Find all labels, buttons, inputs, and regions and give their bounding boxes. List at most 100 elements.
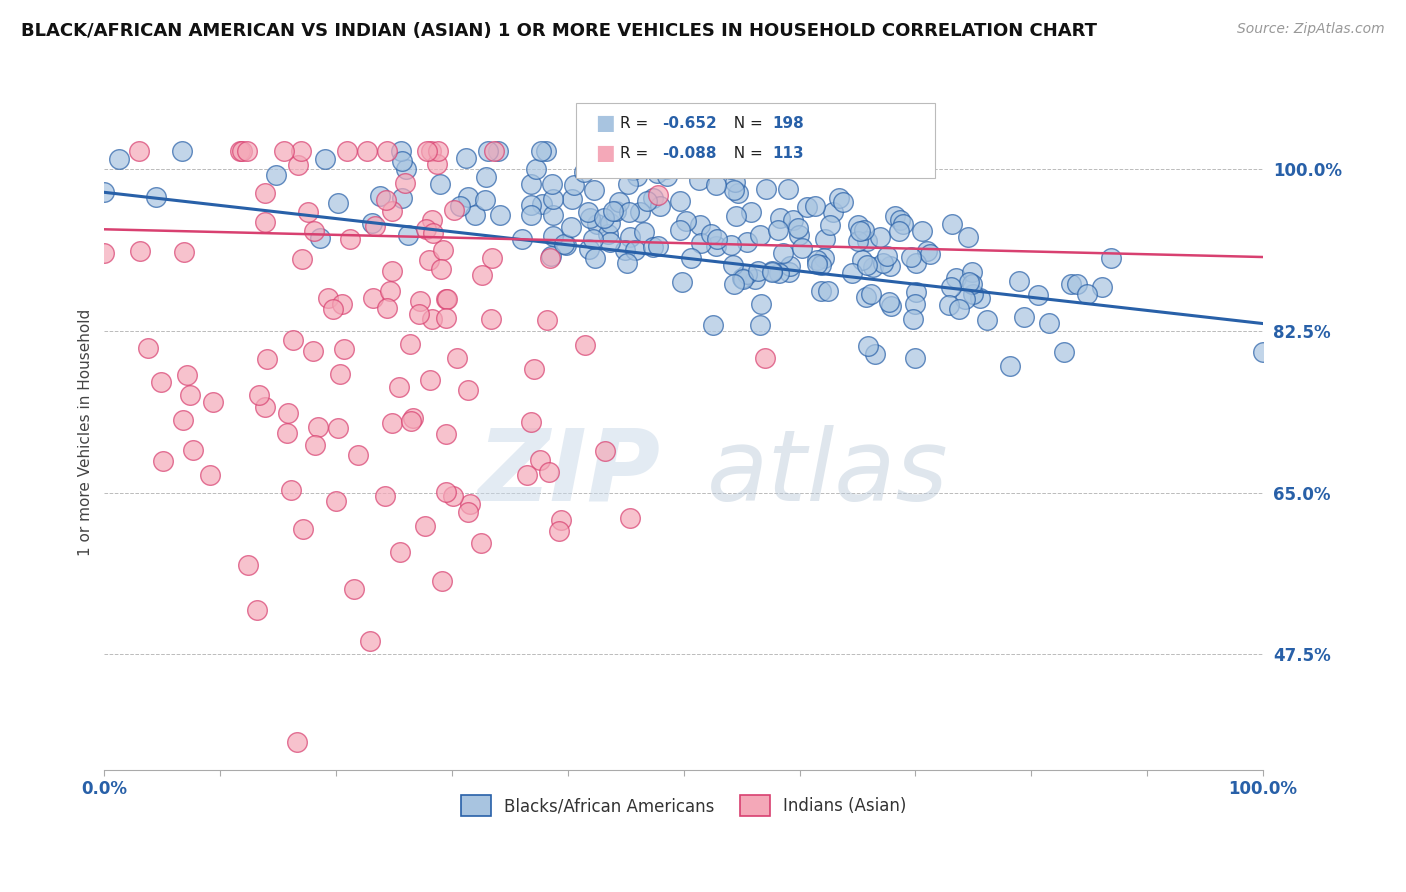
Point bbox=[796, 200, 818, 214]
Point bbox=[599, 235, 621, 250]
Point bbox=[420, 213, 443, 227]
Point bbox=[434, 485, 457, 500]
Point bbox=[307, 419, 329, 434]
Point bbox=[520, 208, 543, 222]
Point bbox=[706, 232, 728, 246]
Point bbox=[389, 144, 412, 158]
Point bbox=[904, 285, 927, 300]
Point bbox=[477, 144, 499, 158]
Point bbox=[454, 151, 477, 165]
Point bbox=[409, 293, 432, 308]
Point bbox=[769, 211, 792, 226]
Point bbox=[297, 204, 319, 219]
Point bbox=[464, 208, 486, 222]
Point bbox=[651, 147, 673, 161]
Point bbox=[651, 159, 673, 173]
Point bbox=[578, 242, 600, 256]
Point bbox=[359, 634, 381, 648]
Point bbox=[364, 219, 387, 233]
Point bbox=[612, 160, 634, 174]
Point bbox=[810, 258, 832, 272]
Point bbox=[562, 178, 585, 192]
Point bbox=[572, 165, 595, 179]
Point bbox=[583, 183, 606, 197]
Point bbox=[690, 236, 713, 251]
Point bbox=[852, 223, 875, 237]
Point bbox=[547, 524, 569, 538]
Point bbox=[889, 213, 911, 227]
Point bbox=[702, 318, 724, 332]
Point bbox=[183, 443, 205, 458]
Point bbox=[391, 191, 413, 205]
Point bbox=[768, 223, 790, 237]
Point bbox=[325, 494, 347, 508]
Point bbox=[434, 311, 457, 326]
Point bbox=[389, 545, 412, 559]
Point bbox=[846, 234, 869, 248]
Point bbox=[291, 522, 314, 536]
Point bbox=[749, 297, 772, 311]
Point bbox=[828, 191, 851, 205]
Point bbox=[266, 169, 288, 183]
Point bbox=[429, 177, 451, 191]
Point bbox=[856, 235, 879, 249]
Point bbox=[617, 205, 640, 219]
Point bbox=[273, 144, 295, 158]
Point bbox=[721, 258, 744, 272]
Point bbox=[761, 264, 783, 278]
Point bbox=[832, 195, 855, 210]
Point bbox=[879, 259, 901, 273]
Point bbox=[1066, 277, 1088, 291]
Point bbox=[748, 227, 770, 242]
Text: ■: ■ bbox=[595, 144, 614, 163]
Point bbox=[776, 144, 799, 158]
Point bbox=[361, 216, 384, 230]
Point bbox=[688, 172, 710, 186]
Point bbox=[419, 144, 441, 158]
Point bbox=[900, 250, 922, 264]
Point bbox=[93, 245, 115, 260]
Point bbox=[598, 227, 620, 241]
Point bbox=[869, 230, 891, 244]
Point bbox=[256, 352, 278, 367]
Point bbox=[368, 188, 391, 202]
Point bbox=[302, 224, 325, 238]
Point bbox=[748, 318, 770, 333]
Point bbox=[998, 359, 1021, 373]
Point bbox=[841, 266, 863, 280]
Point bbox=[543, 192, 565, 206]
Point bbox=[647, 238, 669, 252]
Point bbox=[1012, 310, 1035, 324]
Point bbox=[415, 221, 437, 235]
Text: 113: 113 bbox=[772, 146, 803, 161]
Point bbox=[1007, 274, 1029, 288]
Point bbox=[723, 277, 745, 292]
Point bbox=[1038, 316, 1060, 330]
Point bbox=[599, 216, 621, 230]
Text: 198: 198 bbox=[772, 116, 804, 130]
Text: -0.652: -0.652 bbox=[662, 116, 717, 130]
Point bbox=[827, 148, 849, 162]
Point bbox=[593, 444, 616, 458]
Point bbox=[520, 198, 543, 212]
Point bbox=[457, 190, 479, 204]
Point bbox=[538, 251, 561, 265]
Point bbox=[290, 144, 312, 158]
Point bbox=[415, 144, 437, 158]
Point bbox=[704, 178, 727, 192]
Text: BLACK/AFRICAN AMERICAN VS INDIAN (ASIAN) 1 OR MORE VEHICLES IN HOUSEHOLD CORRELA: BLACK/AFRICAN AMERICAN VS INDIAN (ASIAN)… bbox=[21, 22, 1097, 40]
Point bbox=[1099, 251, 1122, 265]
Point bbox=[605, 204, 627, 219]
Point bbox=[394, 176, 416, 190]
Point bbox=[860, 287, 883, 301]
Point bbox=[516, 467, 538, 482]
Point bbox=[413, 519, 436, 533]
Point bbox=[314, 152, 336, 166]
Point bbox=[247, 388, 270, 402]
Point bbox=[655, 144, 678, 158]
Point bbox=[560, 219, 582, 234]
Point bbox=[304, 438, 326, 452]
Point bbox=[761, 265, 783, 279]
Point bbox=[330, 297, 353, 311]
Text: N =: N = bbox=[724, 116, 768, 130]
